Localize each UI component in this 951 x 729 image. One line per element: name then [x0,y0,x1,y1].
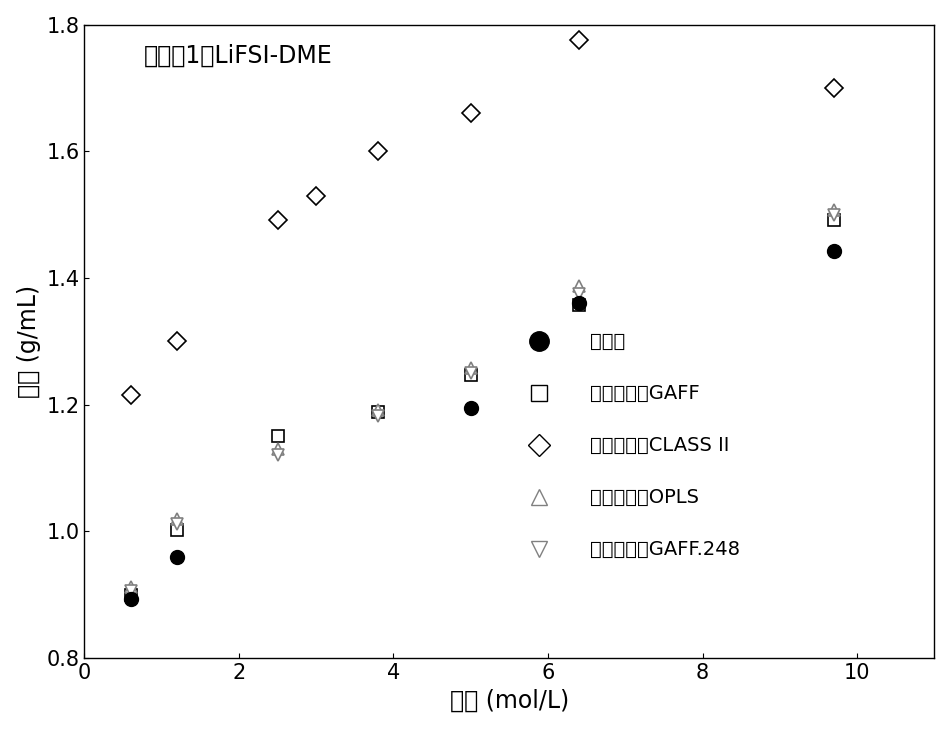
Text: 力场形式：CLASS II: 力场形式：CLASS II [590,436,729,455]
Text: 力场形式：OPLS: 力场形式：OPLS [590,488,699,507]
Text: 力场形式：GAFF: 力场形式：GAFF [590,383,700,402]
Y-axis label: 密度 (g/mL): 密度 (g/mL) [17,285,41,398]
X-axis label: 浓度 (mol/L): 浓度 (mol/L) [450,688,569,712]
Text: 力场形式：GAFF.248: 力场形式：GAFF.248 [590,539,740,558]
Text: 实测值: 实测值 [590,332,626,351]
Text: 实施例1：LiFSI-DME: 实施例1：LiFSI-DME [144,44,333,68]
